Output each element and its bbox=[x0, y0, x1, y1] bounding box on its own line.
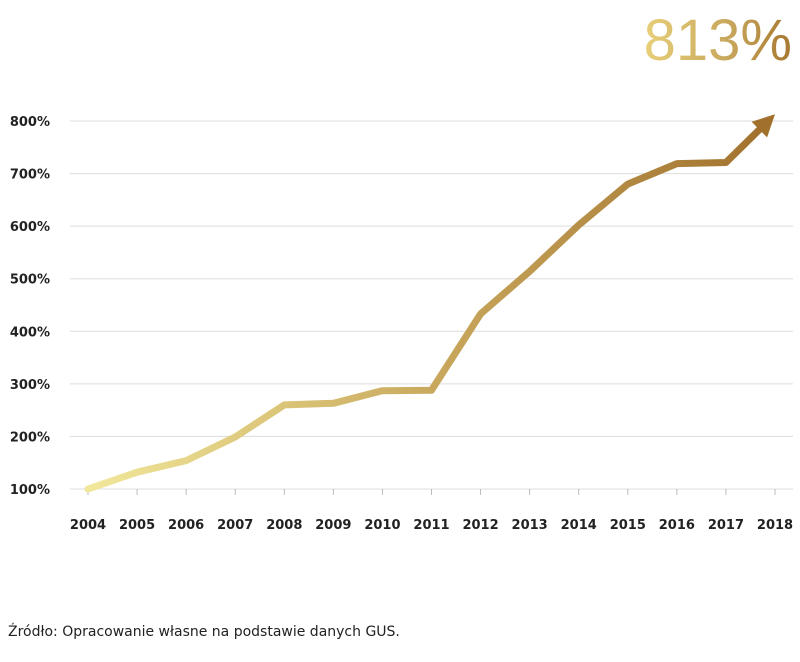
y-tick-label: 200% bbox=[10, 430, 50, 445]
x-tick-label: 2017 bbox=[708, 518, 744, 533]
y-tick-label: 500% bbox=[10, 273, 50, 288]
x-tick-label: 2011 bbox=[413, 518, 449, 533]
x-tick-label: 2010 bbox=[364, 518, 400, 533]
x-tick-label: 2006 bbox=[168, 518, 204, 533]
grid-lines bbox=[70, 120, 793, 490]
y-tick-label: 600% bbox=[10, 220, 50, 235]
y-tick-label: 700% bbox=[10, 168, 50, 183]
x-tick-label: 2005 bbox=[119, 518, 155, 533]
x-tick-label: 2009 bbox=[315, 518, 351, 533]
y-tick-label: 400% bbox=[10, 325, 50, 340]
x-tick-label: 2015 bbox=[610, 518, 646, 533]
x-tick-label: 2014 bbox=[561, 518, 597, 533]
x-tick-label: 2007 bbox=[217, 518, 253, 533]
y-tick-label: 300% bbox=[10, 378, 50, 393]
series-group bbox=[84, 114, 775, 493]
source-note: Źródło: Opracowanie własne na podstawie … bbox=[8, 624, 400, 640]
x-tick-label: 2016 bbox=[659, 518, 695, 533]
x-axis-ticks: 2004 2005 2006 2007 2008 2009 2010 2011 2012 2013… bbox=[70, 518, 793, 533]
x-tick-label: 2004 bbox=[70, 518, 106, 533]
headline-value: 813% bbox=[643, 8, 792, 73]
x-tick-label: 2012 bbox=[462, 518, 498, 533]
arrow-head bbox=[751, 114, 775, 138]
x-tick-label: 2018 bbox=[757, 518, 793, 533]
x-axis-tick-marks bbox=[87, 489, 776, 495]
x-tick-label: 2008 bbox=[266, 518, 302, 533]
x-tick-label: 2013 bbox=[512, 518, 548, 533]
y-axis-ticks: 100% 200% 300% 400% 500% 600% 700% 800% bbox=[10, 115, 50, 498]
series-line bbox=[84, 124, 765, 493]
y-tick-label: 100% bbox=[10, 483, 50, 498]
y-tick-label: 800% bbox=[10, 115, 50, 130]
